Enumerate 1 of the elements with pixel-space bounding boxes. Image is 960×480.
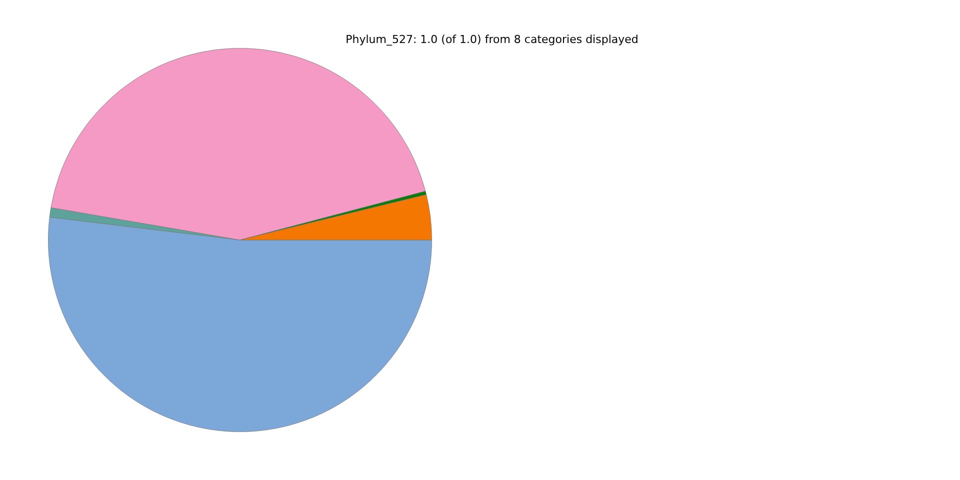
text: Phylum_527: 1.0 (of 1.0) from 8 categories displayed — [346, 32, 638, 46]
